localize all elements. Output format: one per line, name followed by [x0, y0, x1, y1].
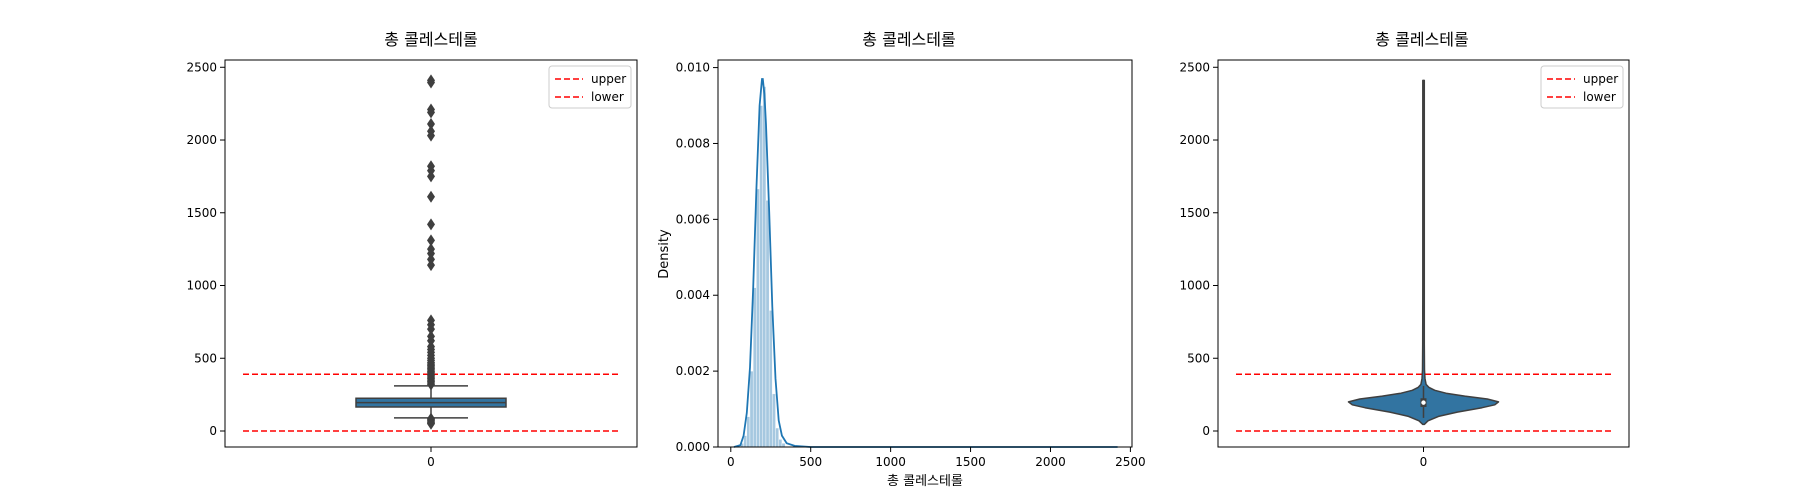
histogram-title: 총 콜레스테롤 [862, 30, 955, 49]
x-tick-label: 0 [727, 455, 735, 469]
outlier-point [427, 234, 435, 247]
y-tick-label: 1500 [186, 206, 217, 220]
y-tick-label: 2000 [186, 133, 217, 147]
y-tick-label: 0.006 [676, 212, 710, 226]
violin-marks [1236, 79, 1611, 432]
histogram-bar [765, 200, 770, 448]
histogram-bar [762, 86, 767, 448]
kde-line [733, 78, 1118, 448]
histogram-bar [746, 416, 751, 448]
outlier-point [427, 129, 435, 142]
histogram-bar [768, 310, 773, 448]
legend-label-lower: lower [1583, 90, 1616, 104]
outlier-point [427, 218, 435, 231]
legend-label-upper: upper [591, 72, 626, 86]
histogram-bar [752, 287, 757, 448]
boxplot-x-ticks: 0 [427, 447, 435, 469]
y-tick-label: 0.004 [676, 288, 710, 302]
y-tick-label: 2000 [1179, 133, 1210, 147]
violin-legend: upper lower [1540, 65, 1624, 109]
x-tick-label: 500 [799, 455, 822, 469]
x-tick-label: 2000 [1035, 455, 1066, 469]
histogram-x-ticks: 0 500 1000 1500 2000 2500 [727, 447, 1146, 469]
x-tick-label: 1000 [875, 455, 906, 469]
histogram-bar [759, 105, 763, 448]
violin-frame [1217, 59, 1630, 448]
histogram-y-ticks: 0.000 0.002 0.004 0.006 0.008 0.010 [676, 61, 718, 454]
y-tick-label: 1000 [186, 279, 217, 293]
histogram-bar [749, 370, 754, 448]
histogram-bar [756, 188, 760, 448]
outlier-point [427, 378, 435, 391]
histogram-marks [733, 78, 1118, 448]
violin-title: 총 콜레스테롤 [1375, 30, 1468, 49]
x-tick-label: 1500 [955, 455, 986, 469]
violin-y-ticks: 0 500 1000 1500 2000 2500 [1179, 60, 1218, 438]
boxplot-frame [224, 59, 638, 448]
y-tick-label: 1000 [1179, 279, 1210, 293]
outlier-point [427, 417, 435, 430]
x-tick-label: 0 [1420, 455, 1428, 469]
y-tick-label: 0.002 [676, 364, 710, 378]
histogram-bar [778, 439, 783, 448]
legend-label-upper: upper [1583, 72, 1618, 86]
y-tick-label: 500 [1187, 351, 1210, 365]
y-tick-label: 0.008 [676, 136, 710, 150]
histogram-bar [781, 443, 786, 448]
histogram-bar [772, 393, 776, 448]
outlier-point [427, 106, 435, 119]
outlier-point [427, 76, 435, 89]
violin-body [1347, 79, 1500, 426]
violin-median-dot [1421, 400, 1426, 405]
y-tick-label: 500 [194, 351, 217, 365]
histogram-x-label: 총 콜레스테롤 [887, 474, 963, 489]
y-tick-label: 0.000 [676, 440, 710, 454]
boxplot-marks [243, 74, 619, 432]
y-tick-label: 0 [209, 424, 217, 438]
y-tick-label: 2500 [1179, 60, 1210, 74]
boxplot-y-ticks: 0 500 1000 1500 2000 2500 [186, 60, 225, 438]
y-tick-label: 0 [1202, 424, 1210, 438]
y-tick-label: 1500 [1179, 206, 1210, 220]
legend-label-lower: lower [591, 90, 624, 104]
x-tick-label: 0 [427, 455, 435, 469]
outlier-point [427, 259, 435, 272]
histogram-y-label: Density [657, 229, 672, 279]
histogram-bar [775, 427, 779, 448]
histogram-bar [743, 435, 747, 448]
boxplot-panel: 총 콜레스테롤 0 500 1000 1500 2000 2500 0 upper lowe… [186, 30, 638, 469]
boxplot-title: 총 콜레스테롤 [384, 30, 477, 49]
histogram-frame [717, 59, 1133, 448]
outlier-point [427, 190, 435, 203]
y-tick-label: 0.010 [676, 61, 710, 75]
y-tick-label: 2500 [186, 60, 217, 74]
x-tick-label: 2500 [1115, 455, 1146, 469]
outlier-point [427, 118, 435, 131]
outlier-point [427, 323, 435, 336]
outlier-point [427, 170, 435, 183]
violin-x-ticks: 0 [1420, 447, 1428, 469]
boxplot-legend: upper lower [548, 65, 632, 109]
histogram-panel: 총 콜레스테롤 0.000 0.002 0.004 0.006 0.008 0.010 0… [657, 30, 1146, 489]
violin-panel: 총 콜레스테롤 0 500 1000 1500 2000 2500 0 upper lowe… [1179, 30, 1630, 469]
